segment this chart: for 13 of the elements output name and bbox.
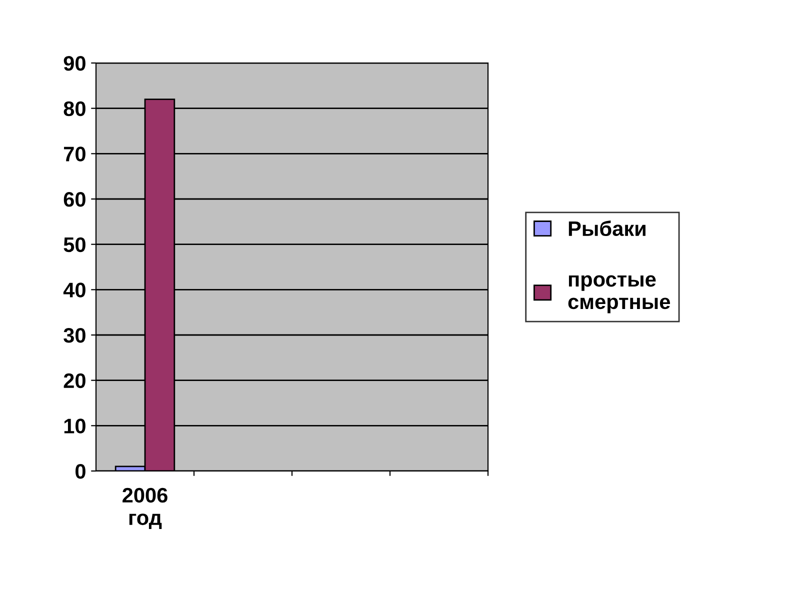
x-tick-label: 2006 год xyxy=(122,488,168,530)
y-tick-label: 40 xyxy=(63,282,86,298)
y-tick-label: 30 xyxy=(64,328,86,343)
y-tick-label: 20 xyxy=(64,373,86,388)
legend-label: простые смертные xyxy=(568,275,670,314)
y-tick-label: 60 xyxy=(64,192,86,207)
y-tick-label: 70 xyxy=(64,146,86,162)
y-tick-label: 50 xyxy=(64,237,86,252)
legend-label: Рыбаки xyxy=(568,220,646,236)
y-tick-label: 90 xyxy=(64,56,86,71)
y-tick-label: 10 xyxy=(64,418,86,434)
y-tick-label: 80 xyxy=(64,101,86,116)
y-tick-label: 0 xyxy=(76,464,86,479)
